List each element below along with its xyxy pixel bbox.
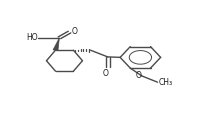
Text: O: O bbox=[102, 69, 108, 78]
Text: O: O bbox=[135, 72, 140, 80]
Text: HO: HO bbox=[26, 33, 37, 42]
Text: O: O bbox=[72, 27, 77, 36]
Text: CH₃: CH₃ bbox=[158, 78, 172, 87]
Polygon shape bbox=[53, 38, 59, 50]
